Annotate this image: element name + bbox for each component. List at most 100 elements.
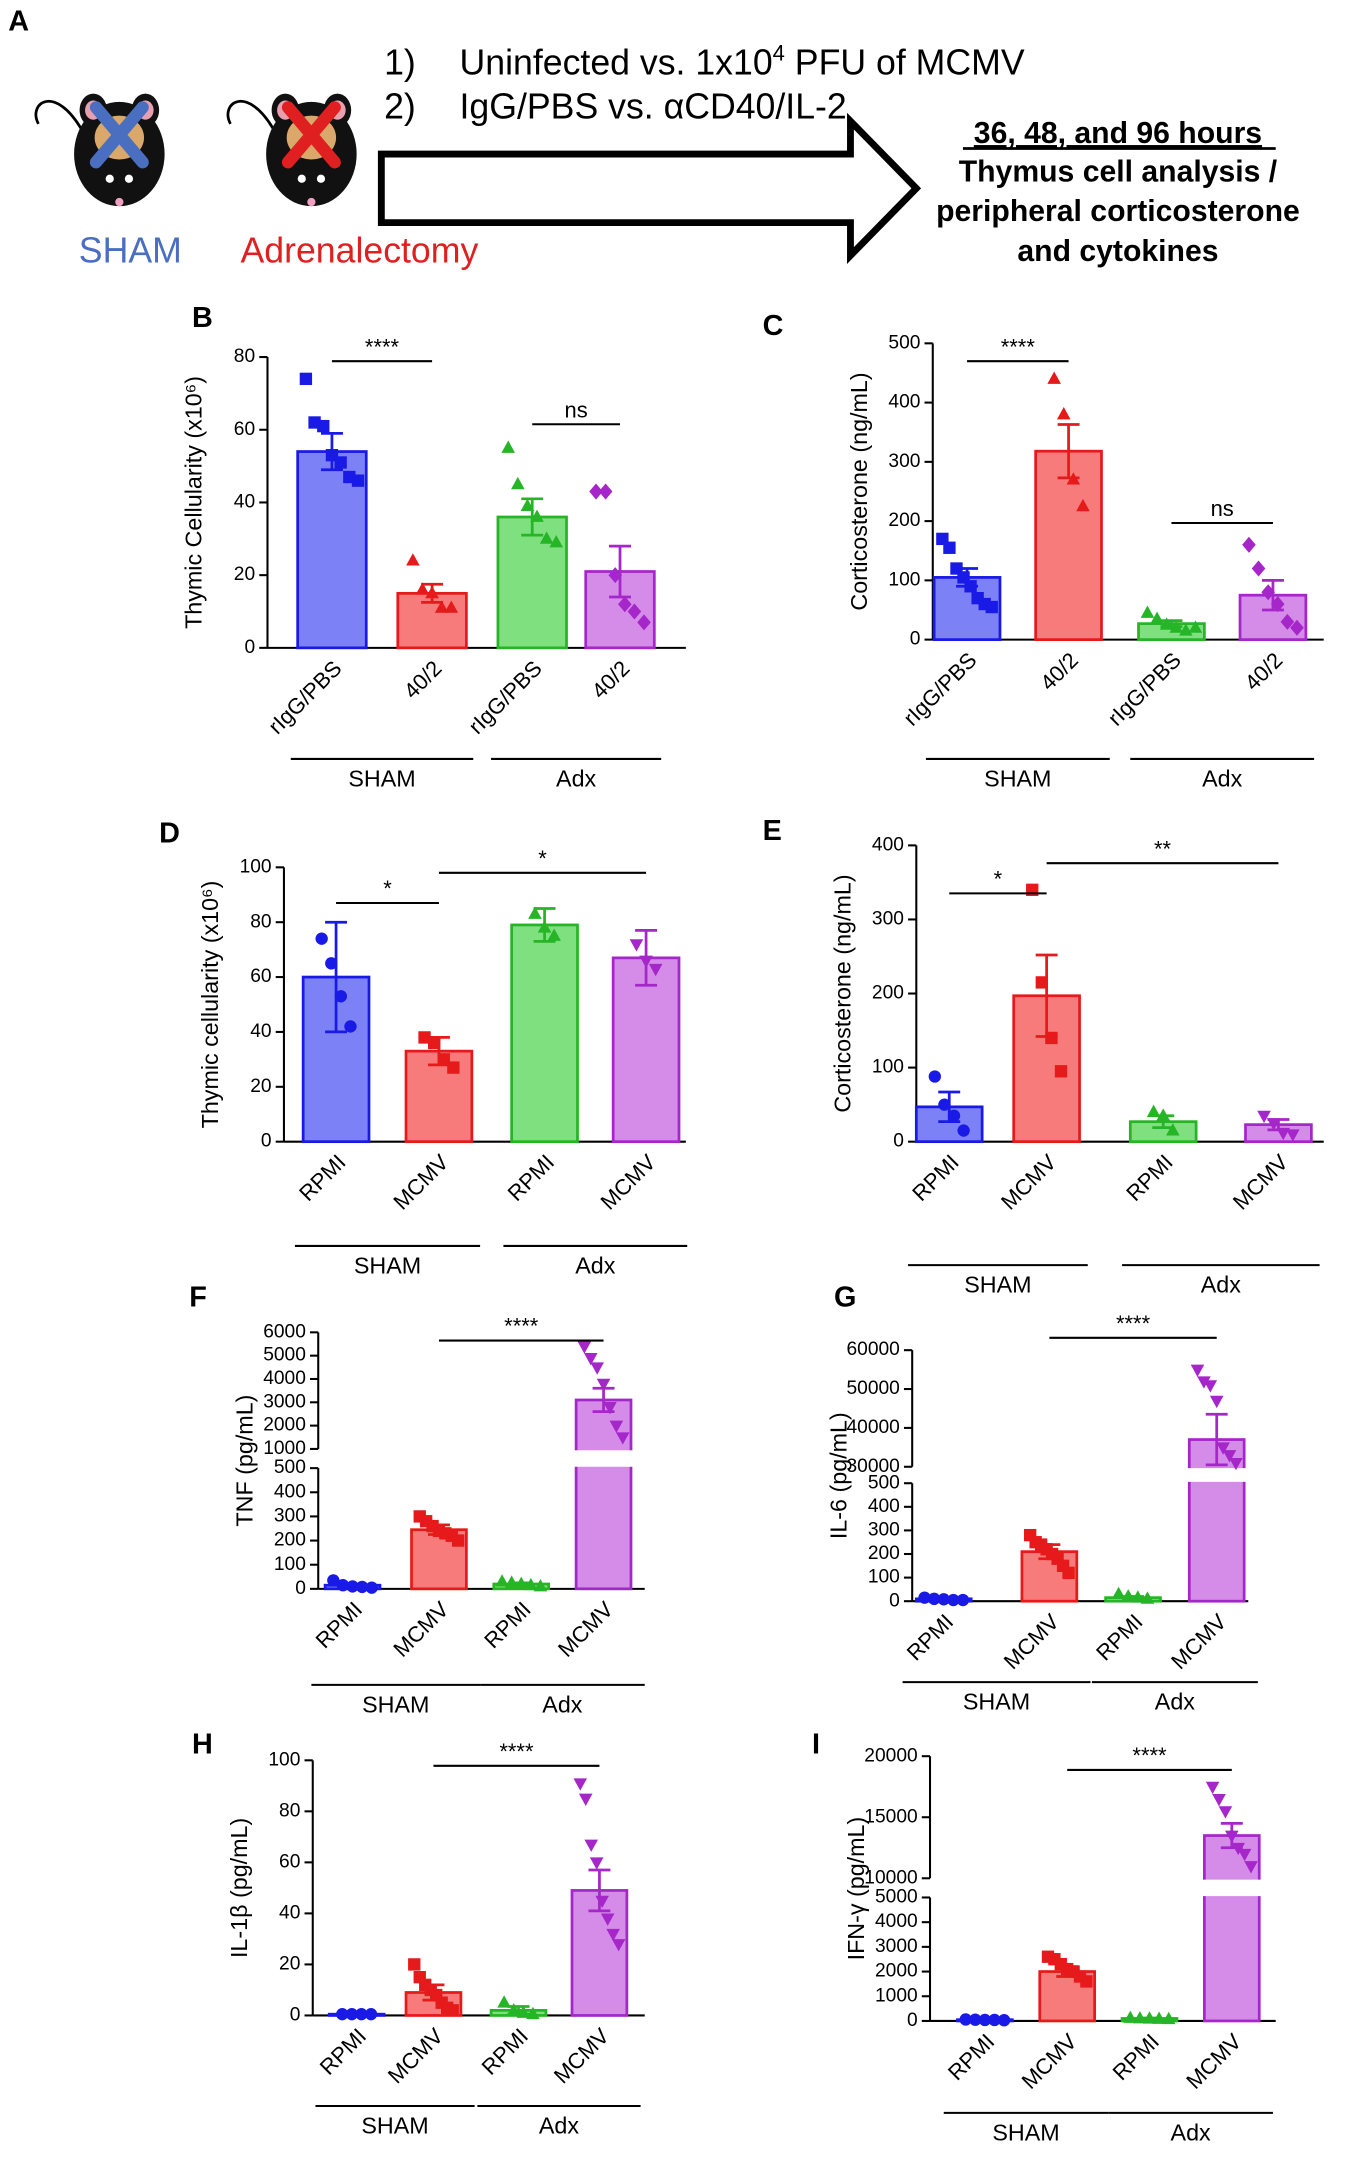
significance-label: * [994, 867, 1003, 892]
y-axis-label: Thymic Cellularity (x10⁶) [181, 376, 207, 629]
y-tick-label: 300 [888, 451, 920, 472]
x-tick-label: RPMI [1121, 1149, 1177, 1205]
data-point [1152, 2011, 1166, 2024]
y-axis-label: IL-6 (pg/mL) [825, 1412, 851, 1539]
x-tick-label: RPMI [902, 1609, 958, 1665]
y-tick-label: 100 [240, 856, 272, 877]
error-bar [609, 544, 631, 599]
data-point [1251, 560, 1266, 577]
data-point [609, 1420, 624, 1434]
data-point [627, 603, 642, 620]
superscript: 4 [773, 41, 785, 66]
panel-letter: D [159, 818, 180, 850]
y-tick-label: 15000 [864, 1806, 917, 1827]
bar [1034, 449, 1103, 641]
panel-letter: A [8, 6, 29, 38]
significance-label: * [538, 846, 547, 871]
y-tick-label: 100 [872, 1057, 904, 1078]
data-point [584, 1839, 599, 1852]
data-point [600, 1913, 615, 1926]
data-point [299, 372, 313, 386]
data-point [549, 535, 564, 548]
data-point [351, 474, 365, 487]
group-label: SHAM [362, 1691, 429, 1717]
data-point [317, 419, 330, 433]
y-tick-label: 100 [274, 1554, 306, 1575]
x-tick-label: RPMI [311, 1597, 367, 1653]
y-tick-label: 100 [268, 1749, 300, 1770]
data-point [355, 1580, 369, 1594]
y-tick-label: 200 [868, 1543, 900, 1564]
data-point [1203, 1380, 1218, 1393]
data-point [969, 2013, 982, 2026]
x-tick-label: MCMV [1017, 2028, 1082, 2093]
significance-label: **** [365, 334, 400, 359]
data-point [1169, 620, 1184, 633]
x-tick-label: 40/2 [399, 656, 447, 704]
y-axis-label: Thymic cellularity (x10⁶) [197, 881, 223, 1129]
data-point [1133, 2011, 1147, 2024]
y-tick-label: 500 [868, 1472, 900, 1493]
data-point [590, 1362, 604, 1375]
data-point [1111, 1586, 1126, 1600]
y-tick-label: 1000 [263, 1438, 306, 1459]
data-point [547, 928, 561, 941]
data-point [964, 580, 977, 593]
data-point [1209, 1395, 1224, 1409]
group-label: SHAM [984, 765, 1051, 791]
x-tick-label: rIgG/PBS [263, 656, 346, 739]
y-tick-label: 80 [234, 346, 255, 367]
data-point [1266, 1118, 1281, 1131]
bar [570, 1889, 629, 2017]
data-point [526, 2006, 540, 2020]
group-label: Adx [539, 2112, 579, 2138]
data-point [1290, 619, 1304, 636]
x-tick-label: RPMI [479, 1597, 535, 1653]
group-label: Adx [575, 1252, 615, 1278]
data-point [444, 600, 459, 613]
panel-letter: B [192, 302, 213, 334]
panel-letter: C [763, 310, 784, 342]
data-point [1190, 1364, 1205, 1378]
x-tick-label: MCMV [553, 1596, 618, 1661]
data-point [1218, 1806, 1233, 1819]
significance-label: ** [1154, 836, 1172, 861]
y-tick-label: 300 [868, 1519, 900, 1540]
group-label: SHAM [354, 1252, 421, 1278]
data-point [1150, 611, 1164, 624]
data-point [1257, 1110, 1271, 1124]
y-axis-label: IFN-γ (pg/mL) [843, 1817, 869, 1961]
outcome: and cytokines [1017, 235, 1218, 268]
arrow [377, 112, 922, 264]
significance-label: ns [565, 397, 588, 422]
data-point [1156, 1108, 1171, 1121]
data-point [418, 1031, 431, 1044]
data-point [978, 2013, 992, 2027]
y-axis-label: IL-1β (pg/mL) [226, 1818, 252, 1958]
data-point [1222, 1450, 1237, 1463]
data-point [504, 1575, 519, 1588]
data-point [947, 1593, 960, 1607]
data-point [1080, 1975, 1093, 1988]
y-tick-label: 4000 [263, 1368, 306, 1389]
group-label: Adx [1201, 1272, 1241, 1298]
y-tick-label: 60 [279, 1851, 300, 1872]
y-tick-label: 50000 [846, 1378, 899, 1399]
data-point [365, 1581, 378, 1594]
data-point [1216, 1442, 1230, 1455]
bar [510, 923, 579, 1144]
data-point [524, 1577, 538, 1591]
y-tick-label: 200 [888, 510, 920, 531]
data-point [947, 1109, 961, 1122]
error-bar [521, 497, 544, 537]
y-tick-label: 500 [274, 1457, 306, 1478]
step-text: IgG/PBS vs. αCD40/IL-2 [460, 86, 847, 126]
data-point [1123, 2010, 1138, 2023]
data-point [511, 476, 525, 490]
y-tick-label: 400 [868, 1496, 900, 1517]
step-number: 1) [384, 42, 416, 82]
data-point [1261, 584, 1275, 601]
y-tick-label: 80 [250, 911, 271, 932]
data-point [415, 582, 430, 595]
data-point [334, 456, 347, 469]
